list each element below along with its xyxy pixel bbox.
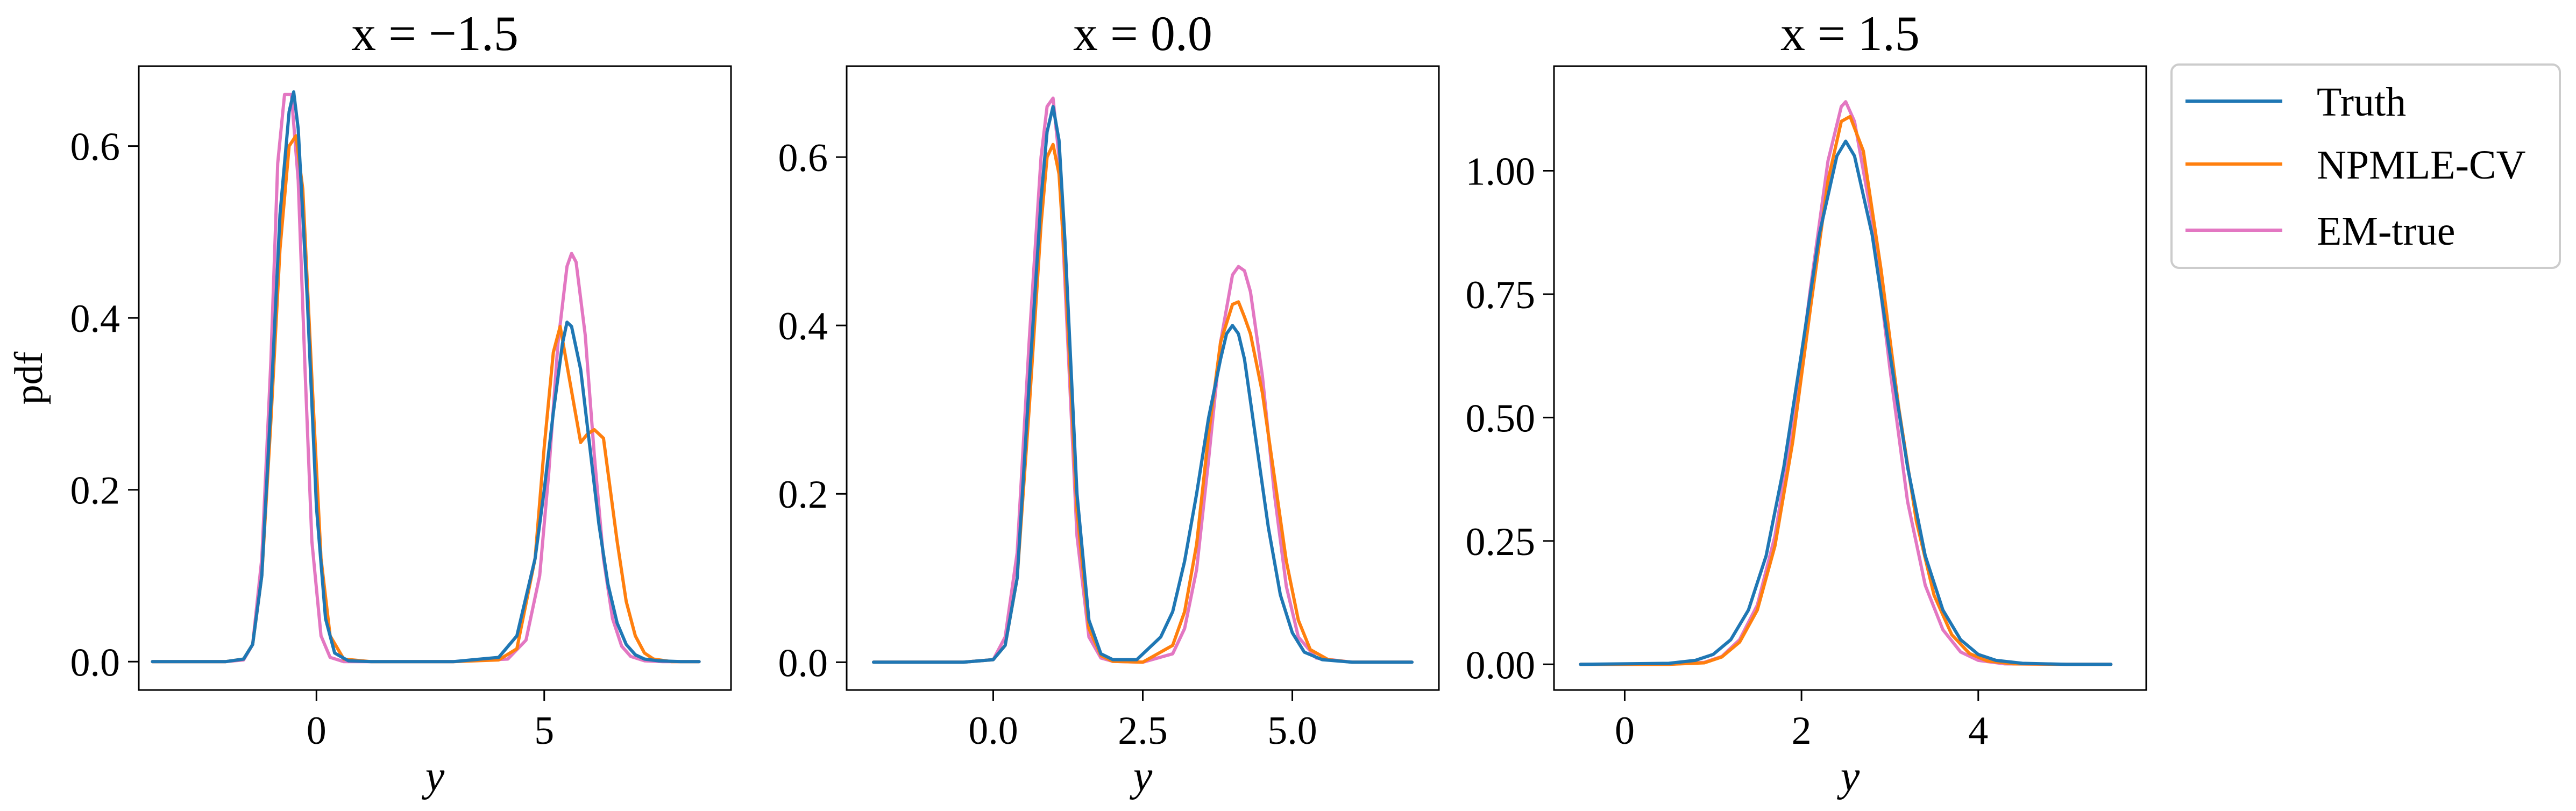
panel-1-ytick-label: 0.2 [70,469,120,513]
legend-label-em-true: EM-true [2317,209,2455,254]
panel-2-title: x = 0.0 [1073,6,1212,61]
panel-2-series [872,96,1414,664]
panel-3-ytick-label: 0.00 [1466,643,1536,687]
panel-3-ytick-label: 0.50 [1466,396,1536,440]
panel-2-line-npmle-cv [872,143,1414,664]
panel-1: x = −1.5 0 5 0.0 0.2 0.4 0.6 y pdf [7,6,732,800]
panel-2-xlabel: y [1130,753,1153,800]
panel-3-title: x = 1.5 [1780,6,1920,61]
panel-3-xtick-label: 2 [1792,709,1812,753]
panel-3-xlabel: y [1837,753,1860,800]
panel-2-xtick-label: 0.0 [968,709,1018,753]
panel-2-xtick-label: 5.0 [1267,709,1317,753]
panel-3-ytick-label: 0.25 [1466,520,1536,564]
panel-1-xtick-label: 5 [534,709,554,753]
legend-label-npmle-cv: NPMLE-CV [2317,143,2526,188]
panel-3: x = 1.5 0 2 4 0.00 0.25 0.50 0.75 1.00 y [1466,6,2147,800]
panel-2-ytick-label: 0.2 [778,473,828,517]
panel-3-series [1579,100,2113,666]
panel-1-xtick-label: 0 [307,709,327,753]
panel-3-plot-area [1553,65,2147,691]
panel-3-xtick-label: 0 [1615,709,1635,753]
panel-2-xtick-label: 2.5 [1118,709,1168,753]
panel-1-plot-area [138,65,732,691]
panel-2-plot-area [846,65,1440,691]
panel-3-line-npmle-cv [1579,115,2113,666]
panel-3-ytick-label: 0.75 [1466,273,1536,317]
panel-2-ytick-label: 0.0 [778,641,828,685]
panel-1-series [151,90,701,664]
panel-1-ylabel: pdf [7,351,51,404]
panel-1-xlabel: y [422,753,445,800]
legend-frame [2170,63,2561,269]
panel-1-ytick-label: 0.6 [70,125,120,169]
legend-label-truth: Truth [2317,80,2406,125]
panel-2-line-truth [872,105,1414,664]
panel-1-title: x = −1.5 [351,6,519,61]
panel-2-ytick-label: 0.6 [778,136,828,180]
panel-1-ytick-label: 0.0 [70,641,120,685]
panel-3-ytick-label: 1.00 [1466,150,1536,194]
panel-2: x = 0.0 0.0 2.5 5.0 0.0 0.2 0.4 0.6 y [778,6,1440,800]
panel-1-line-truth [151,90,701,664]
panel-3-xtick-label: 4 [1968,709,1988,753]
panel-3-line-truth [1579,139,2113,666]
panel-2-ytick-label: 0.4 [778,304,828,348]
legend: Truth NPMLE-CV EM-true [2170,63,2561,269]
panel-1-ytick-label: 0.4 [70,297,120,341]
